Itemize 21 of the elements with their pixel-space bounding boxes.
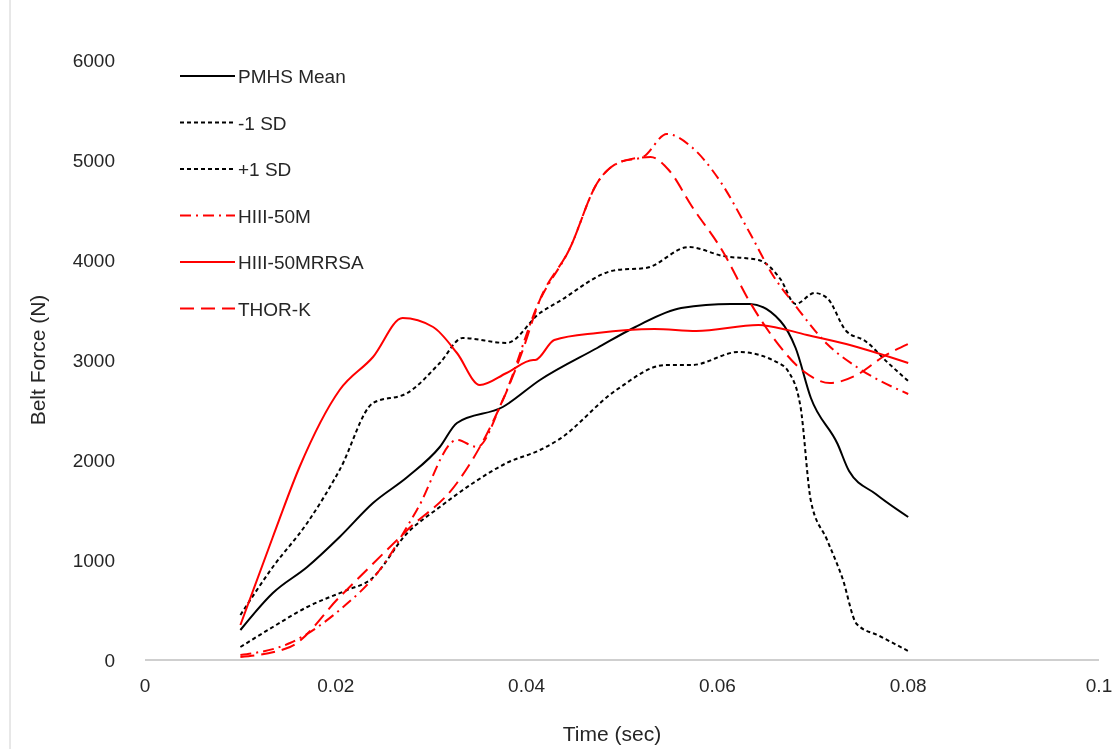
y-tick-label: 6000 — [72, 50, 115, 71]
x-tick-label: 0.08 — [889, 675, 927, 696]
y-tick-label: 1000 — [72, 550, 115, 571]
x-tick-label: 0.06 — [698, 675, 736, 696]
legend-label: THOR-K — [238, 298, 312, 320]
legend-label: HIII-50MRRSA — [238, 252, 364, 273]
y-tick-label: 4000 — [72, 250, 115, 271]
legend-label: +1 SD — [238, 159, 292, 180]
x-tick-label: 0.1 — [1085, 675, 1113, 696]
y-tick-label: 2000 — [72, 450, 115, 471]
legend-label: PMHS Mean — [238, 66, 346, 87]
y-tick-label: 5000 — [72, 150, 115, 171]
x-tick-label: 0.02 — [317, 675, 355, 696]
x-tick-label: 0 — [139, 675, 151, 696]
x-tick-label: 0.04 — [508, 675, 546, 696]
legend-label: -1 SD — [238, 112, 287, 134]
legend-label: HIII-50M — [238, 205, 311, 227]
x-axis-title: Time (sec) — [562, 722, 662, 745]
y-tick-label: 0 — [104, 650, 115, 671]
y-tick-label: 3000 — [72, 350, 115, 371]
y-axis-title: Belt Force (N) — [26, 294, 49, 426]
